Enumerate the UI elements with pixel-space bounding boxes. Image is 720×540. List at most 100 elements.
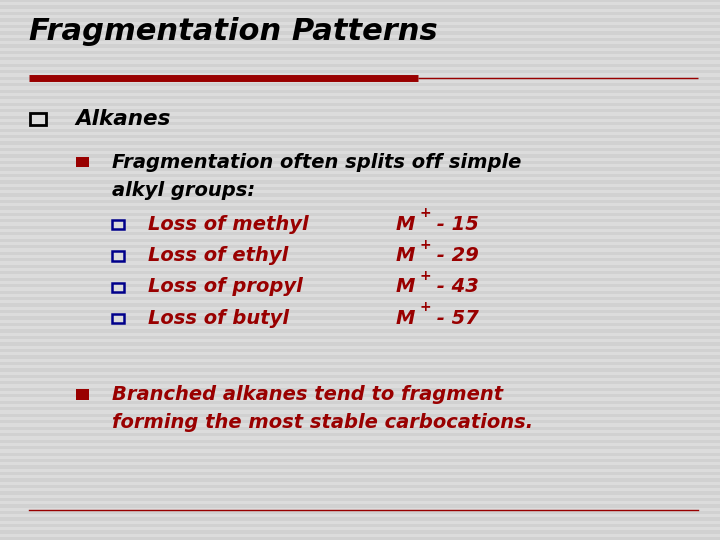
Bar xyxy=(0,77,720,80)
Bar xyxy=(0,465,720,469)
Bar xyxy=(0,154,720,158)
Bar xyxy=(112,314,125,323)
Bar xyxy=(0,135,720,138)
Bar xyxy=(0,336,720,339)
Bar xyxy=(0,200,720,203)
Bar xyxy=(0,291,720,294)
Bar xyxy=(0,193,720,197)
Bar xyxy=(0,271,720,274)
Bar xyxy=(0,31,720,35)
Bar xyxy=(0,362,720,365)
Text: Loss of methyl: Loss of methyl xyxy=(148,214,308,234)
Text: Loss of propyl: Loss of propyl xyxy=(148,277,302,296)
Bar xyxy=(0,498,720,501)
Text: M: M xyxy=(396,277,415,296)
Bar xyxy=(0,537,720,540)
Bar xyxy=(0,116,720,119)
Bar xyxy=(0,407,720,410)
Bar xyxy=(0,38,720,41)
Bar xyxy=(30,113,46,125)
Bar xyxy=(0,5,720,9)
Bar xyxy=(0,25,720,28)
Bar xyxy=(76,157,89,167)
Text: M: M xyxy=(396,308,415,328)
Bar xyxy=(0,433,720,436)
Bar xyxy=(0,472,720,475)
Bar xyxy=(0,517,720,521)
Bar xyxy=(0,18,720,22)
Bar xyxy=(0,70,720,73)
Bar xyxy=(0,167,720,171)
Bar xyxy=(0,530,720,534)
Bar xyxy=(0,245,720,248)
Text: +: + xyxy=(419,238,431,252)
Bar xyxy=(0,161,720,164)
Bar xyxy=(0,459,720,462)
Bar xyxy=(0,51,720,54)
Bar xyxy=(0,316,720,320)
Text: +: + xyxy=(419,206,431,220)
Bar xyxy=(112,282,125,292)
Bar xyxy=(0,342,720,346)
Bar xyxy=(112,220,125,229)
Bar xyxy=(0,511,720,514)
Bar xyxy=(0,478,720,482)
Bar xyxy=(0,57,720,60)
Bar xyxy=(0,206,720,210)
Bar xyxy=(0,310,720,313)
Bar xyxy=(0,427,720,430)
Text: - 57: - 57 xyxy=(430,308,479,328)
Bar xyxy=(0,375,720,378)
Bar xyxy=(0,368,720,372)
Bar xyxy=(0,394,720,397)
Bar xyxy=(0,180,720,184)
Bar xyxy=(0,109,720,112)
Bar xyxy=(0,323,720,326)
Bar xyxy=(0,329,720,333)
Text: forming the most stable carbocations.: forming the most stable carbocations. xyxy=(112,413,533,432)
Bar xyxy=(0,491,720,495)
Bar xyxy=(0,524,720,527)
Bar xyxy=(0,485,720,488)
Bar xyxy=(0,278,720,281)
Bar xyxy=(0,64,720,67)
Bar xyxy=(0,129,720,132)
Text: +: + xyxy=(419,269,431,283)
Bar xyxy=(76,389,89,400)
Bar xyxy=(0,446,720,449)
Bar xyxy=(0,388,720,391)
Bar xyxy=(0,12,720,15)
Bar xyxy=(0,226,720,229)
Bar xyxy=(0,252,720,255)
Text: M: M xyxy=(396,214,415,234)
Bar xyxy=(0,187,720,190)
Bar xyxy=(0,453,720,456)
Text: Alkanes: Alkanes xyxy=(76,109,171,129)
Bar xyxy=(0,401,720,404)
Bar xyxy=(0,44,720,48)
Bar xyxy=(0,83,720,86)
Bar xyxy=(0,297,720,300)
Bar xyxy=(0,265,720,268)
Bar xyxy=(0,420,720,423)
Text: alkyl groups:: alkyl groups: xyxy=(112,180,255,200)
Bar xyxy=(0,219,720,222)
Bar xyxy=(0,303,720,307)
Bar xyxy=(0,103,720,106)
Bar xyxy=(0,232,720,235)
Text: - 15: - 15 xyxy=(430,214,479,234)
Bar xyxy=(0,414,720,417)
Text: M: M xyxy=(396,246,415,265)
Bar xyxy=(0,239,720,242)
Bar xyxy=(0,440,720,443)
Bar xyxy=(0,381,720,384)
Bar xyxy=(0,349,720,352)
Bar xyxy=(0,141,720,145)
Bar xyxy=(0,0,720,2)
Bar xyxy=(0,258,720,261)
Bar xyxy=(0,213,720,216)
Bar xyxy=(112,251,125,261)
Bar xyxy=(0,284,720,287)
Bar xyxy=(0,122,720,125)
Bar xyxy=(0,504,720,508)
